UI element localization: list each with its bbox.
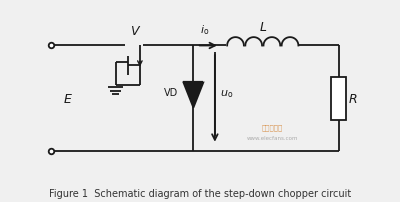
Text: $u_{\mathrm{o}}$: $u_{\mathrm{o}}$ xyxy=(220,88,233,100)
Polygon shape xyxy=(184,83,203,108)
Text: $V$: $V$ xyxy=(130,25,141,38)
Text: $R$: $R$ xyxy=(348,92,358,105)
Text: $i_{\mathrm{o}}$: $i_{\mathrm{o}}$ xyxy=(200,23,210,37)
Text: Figure 1  Schematic diagram of the step-down chopper circuit: Figure 1 Schematic diagram of the step-d… xyxy=(49,188,351,198)
Text: $E$: $E$ xyxy=(63,92,73,105)
Bar xyxy=(332,78,346,120)
Text: $L$: $L$ xyxy=(259,21,267,34)
Text: www.elecfans.com: www.elecfans.com xyxy=(247,135,298,140)
Text: VD: VD xyxy=(164,87,178,97)
Text: 电子发烧友: 电子发烧友 xyxy=(262,123,283,130)
